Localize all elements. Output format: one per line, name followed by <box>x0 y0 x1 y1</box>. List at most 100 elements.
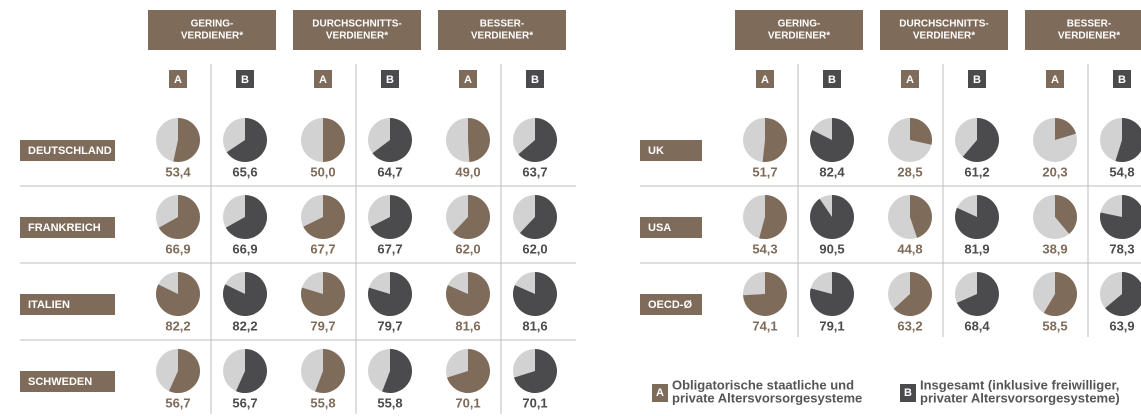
group-header <box>293 10 421 50</box>
column-key <box>459 70 477 88</box>
value-label: 62,0 <box>455 241 480 256</box>
column-key <box>823 70 841 88</box>
value-label: 70,1 <box>522 395 547 410</box>
pie-slice <box>810 118 854 163</box>
pie-slice <box>519 195 557 239</box>
row-label-box <box>20 140 115 161</box>
pie-slice <box>956 272 999 316</box>
value-label: 28,5 <box>897 164 922 179</box>
value-label: 78,3 <box>1109 241 1134 256</box>
pie-slice <box>810 272 854 316</box>
column-key <box>901 70 919 88</box>
pie-slice <box>1100 195 1141 239</box>
value-label: 82,2 <box>165 318 190 333</box>
value-label: 67,7 <box>377 241 402 256</box>
legend-text: private Altersvorsorgesysteme <box>672 390 862 405</box>
pie-slice <box>468 118 491 162</box>
pie-slice <box>809 195 854 239</box>
value-label: 65,6 <box>232 164 257 179</box>
group-header <box>735 10 863 50</box>
pie-slice <box>301 272 345 317</box>
group-header-label: VERDIENER* <box>326 31 388 42</box>
value-label: 63,7 <box>522 164 547 179</box>
column-key <box>968 70 986 88</box>
column-key <box>381 70 399 88</box>
legend-text: privater Altersvorsorgesysteme) <box>920 390 1120 405</box>
value-label: 55,8 <box>310 395 335 410</box>
value-label: 20,3 <box>1042 164 1067 179</box>
value-label: 67,7 <box>310 241 335 256</box>
value-label: 79,7 <box>310 318 335 333</box>
pie-slice <box>236 349 267 393</box>
value-label: 66,9 <box>165 241 190 256</box>
row-label-box <box>20 371 115 392</box>
value-label: 70,1 <box>455 395 480 410</box>
row-label: ITALIEN <box>28 299 70 311</box>
pie-slice <box>382 349 413 393</box>
value-label: 79,7 <box>377 318 402 333</box>
column-key-label: B <box>386 74 394 86</box>
value-label: 38,9 <box>1042 241 1067 256</box>
value-label: 63,9 <box>1109 318 1134 333</box>
column-key <box>169 70 187 88</box>
row-label-box <box>640 294 702 315</box>
pie-slice <box>226 118 267 162</box>
column-key-label: A <box>319 74 327 86</box>
pie-slice <box>513 272 557 317</box>
group-header-label: GERING- <box>191 19 234 30</box>
value-label: 56,7 <box>165 395 190 410</box>
value-label: 64,7 <box>377 164 402 179</box>
pie-slice <box>367 272 412 316</box>
value-label: 66,9 <box>232 241 257 256</box>
pie-slice <box>893 272 933 316</box>
value-label: 82,4 <box>819 164 845 179</box>
value-label: 63,2 <box>897 318 922 333</box>
pie-slice <box>962 118 999 163</box>
value-label: 54,8 <box>1109 164 1134 179</box>
pie-slice <box>1115 118 1141 162</box>
group-header-label: VERDIENER* <box>1058 31 1120 42</box>
value-label: 58,5 <box>1042 318 1067 333</box>
group-header-label: DURCHSCHNITTS- <box>312 19 401 30</box>
row-label-box <box>20 294 115 315</box>
pie-slice <box>370 195 412 240</box>
row-label: DEUTSCHLAND <box>28 145 112 157</box>
pie-slice <box>759 195 788 239</box>
pie-slice <box>225 195 267 240</box>
pie-slice <box>910 118 932 145</box>
column-key-label: A <box>464 74 472 86</box>
pie-slice <box>514 349 558 393</box>
pie-slice <box>1055 195 1077 234</box>
value-label: 68,4 <box>964 318 990 333</box>
column-key-label: B <box>241 74 249 86</box>
column-key-label: B <box>1118 74 1126 86</box>
pie-slice <box>1055 118 1077 140</box>
value-label: 81,6 <box>455 318 480 333</box>
value-label: 62,0 <box>522 241 547 256</box>
pie-slice <box>452 195 491 239</box>
pie-slice <box>955 195 999 240</box>
row-label: FRANKREICH <box>28 222 101 234</box>
pie-slice <box>743 272 787 316</box>
value-label: 61,2 <box>964 164 989 179</box>
column-key-label: B <box>973 74 981 86</box>
row-label-box <box>20 217 115 238</box>
column-key <box>236 70 254 88</box>
column-key-label: A <box>761 74 769 86</box>
value-label: 51,7 <box>752 164 777 179</box>
value-label: 79,1 <box>819 318 844 333</box>
column-key <box>1046 70 1064 88</box>
legend-key <box>900 384 916 402</box>
value-label: 55,8 <box>377 395 402 410</box>
column-key-label: A <box>906 74 914 86</box>
pie-slice <box>323 118 345 162</box>
group-header <box>148 10 276 50</box>
column-key-label: B <box>531 74 539 86</box>
pie-slice <box>315 349 345 393</box>
pie-slice <box>1105 272 1141 316</box>
row-label: SCHWEDEN <box>28 376 92 388</box>
column-key-label: A <box>1051 74 1059 86</box>
value-label: 44,8 <box>897 241 922 256</box>
column-key-label: A <box>174 74 182 86</box>
